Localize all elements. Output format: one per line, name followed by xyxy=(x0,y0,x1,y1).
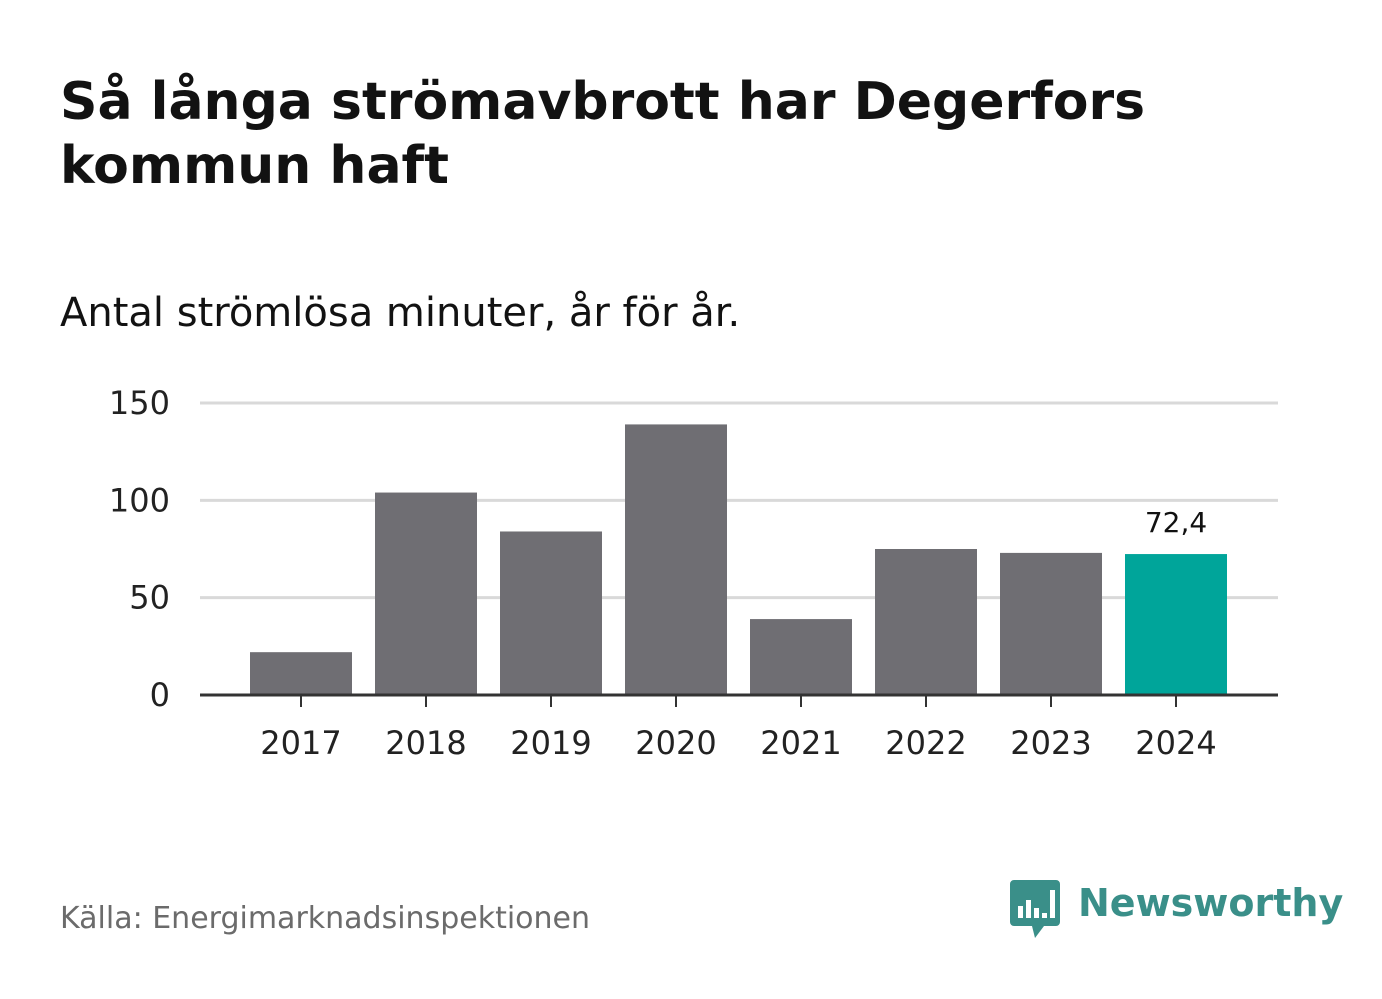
bar-chart-speech-bubble-icon xyxy=(1010,880,1060,938)
source-note: Källa: Energimarknadsinspektionen xyxy=(60,901,591,936)
x-tick-label: 2024 xyxy=(1135,724,1216,762)
bar-2021 xyxy=(750,619,852,695)
brand-logo: Newsworthy xyxy=(1010,880,1343,940)
y-tick-label: 0 xyxy=(150,676,170,714)
data-labels: 72,4 xyxy=(1145,506,1207,539)
x-tick-label: 2019 xyxy=(510,724,591,762)
x-axis xyxy=(200,693,1278,707)
x-tick-label: 2020 xyxy=(635,724,716,762)
bar-2024 xyxy=(1125,554,1227,695)
chart-title: Så långa strömavbrott har Degerfors komm… xyxy=(60,72,1146,196)
bar-2020 xyxy=(625,424,727,695)
y-tick-label: 50 xyxy=(129,579,170,617)
x-tick-label: 2021 xyxy=(760,724,841,762)
y-tick-label: 150 xyxy=(109,384,170,422)
brand-name: Newsworthy xyxy=(1078,881,1344,925)
x-tick-label: 2018 xyxy=(385,724,466,762)
data-label: 72,4 xyxy=(1145,506,1207,539)
bar-2018 xyxy=(375,492,477,695)
y-tick-labels: 0 50 100 150 xyxy=(109,384,170,714)
x-tick-labels: 2017 2018 2019 2020 2021 2022 2023 2024 xyxy=(260,724,1216,762)
gridlines xyxy=(200,401,1278,600)
bars xyxy=(250,424,1227,695)
bar-2023 xyxy=(1000,552,1102,695)
chart-subtitle: Antal strömlösa minuter, år för år. xyxy=(60,290,741,336)
bar-2022 xyxy=(875,549,977,695)
x-tick-label: 2017 xyxy=(260,724,341,762)
bar-2019 xyxy=(500,531,602,695)
y-tick-label: 100 xyxy=(109,481,170,519)
bar-2017 xyxy=(250,652,352,695)
x-tick-label: 2022 xyxy=(885,724,966,762)
x-tick-label: 2023 xyxy=(1010,724,1091,762)
